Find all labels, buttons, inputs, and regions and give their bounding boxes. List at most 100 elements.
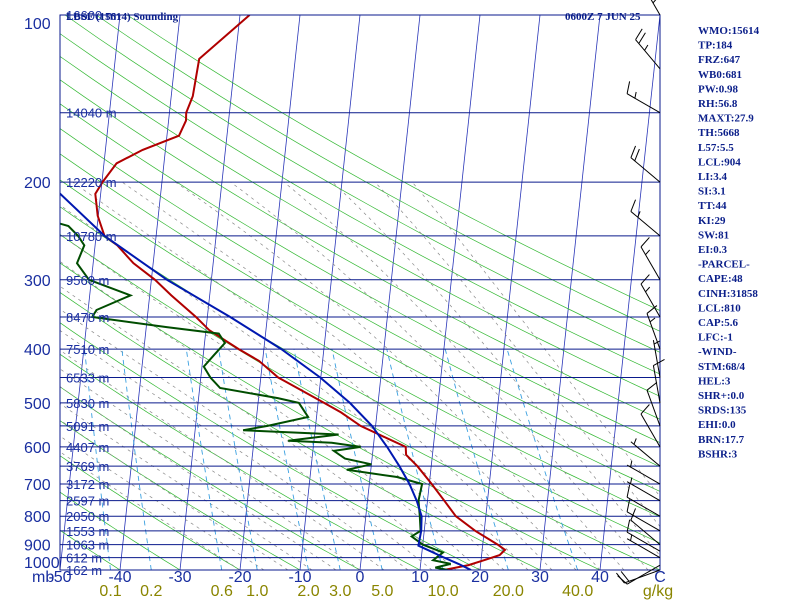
moist-adiabat-line — [411, 181, 660, 497]
mixing-ratio-tick-label: 40.0 — [562, 583, 593, 600]
stability-indices-panel: WMO:15614 TP:184 FRZ:647 WB0:681 PW:0.98 RH:5… — [698, 25, 760, 460]
mixing-ratio-tick-label: 0.1 — [99, 583, 121, 600]
wind-barb-staff — [646, 390, 661, 427]
height-label: 14040 m — [66, 106, 117, 121]
wind-barb-feather — [640, 274, 650, 285]
wind-barb — [630, 199, 661, 237]
wind-barb-half-feather — [630, 534, 633, 541]
mixing-ratio-tick-label: 0.2 — [140, 583, 162, 600]
mixing-ratio-line — [121, 349, 152, 570]
temperature-tick-label: 30 — [531, 569, 549, 586]
wind-barb-half-feather — [649, 317, 656, 323]
wind-barb-staff — [640, 413, 661, 448]
wind-barb — [626, 484, 661, 517]
wind-barb-feather — [626, 519, 631, 533]
wind-barb-feather — [626, 484, 631, 498]
index-line: LCL:810 — [698, 302, 741, 314]
plot-frame — [59, 14, 661, 571]
moist-adiabat-line — [121, 181, 577, 570]
height-label: 612 m — [66, 551, 102, 566]
pressure-tick-label: 100 — [24, 16, 51, 33]
height-label: 9560 m — [66, 273, 109, 288]
index-line: HEL:3 — [698, 375, 731, 387]
temperature-tick-label: -50 — [48, 569, 71, 586]
wind-barb — [630, 508, 661, 545]
index-line: EI:0.3 — [698, 244, 728, 256]
height-label: 3769 m — [66, 459, 109, 474]
wind-barb-feather — [630, 508, 637, 521]
index-line: -PARCEL- — [698, 259, 750, 271]
height-label: 2597 m — [66, 494, 109, 509]
pressure-tick-label: 200 — [24, 175, 51, 192]
temperature-tick-label: -10 — [288, 569, 311, 586]
wind-barb-feather — [617, 575, 628, 585]
wind-barb — [652, 359, 665, 404]
mixing-ratio-tick-label: 1.0 — [246, 583, 268, 600]
wind-barb-half-feather — [645, 286, 651, 293]
wind-barb-feather — [646, 305, 658, 314]
pressure-tick-label: 700 — [24, 477, 51, 494]
moist-adiabat-line — [332, 181, 660, 557]
index-line: EHI:0.0 — [698, 419, 736, 431]
index-line: RH:56.8 — [698, 98, 738, 110]
isotherm-line — [539, 15, 601, 570]
height-label: 5830 m — [66, 396, 109, 411]
moist-adiabat-line — [175, 181, 601, 570]
wind-barb-staff — [626, 538, 661, 559]
height-label: 8478 m — [66, 310, 109, 325]
chart-title: LBSF (15614) Sounding — [66, 11, 179, 23]
wind-barb-feather — [640, 237, 650, 248]
isotherm-line — [599, 15, 660, 570]
wind-barb-staff — [626, 464, 661, 485]
height-label: 1063 m — [66, 538, 109, 553]
wind-barb-half-feather — [645, 249, 651, 256]
index-line: CAPE:48 — [698, 273, 743, 285]
wind-barb-staff — [626, 531, 661, 552]
mixing-ratio-tick-label: 3.0 — [329, 583, 351, 600]
wind-barb-staff — [626, 511, 661, 532]
wind-barb-staff — [646, 313, 661, 350]
pressure-tick-label: 500 — [24, 396, 51, 413]
wind-barb-staff — [626, 564, 661, 585]
mixing-ratio-tick-label: 20.0 — [493, 583, 524, 600]
pressure-tick-label: 300 — [24, 273, 51, 290]
height-label: 10780 m — [66, 229, 117, 244]
wind-barb-feather — [626, 499, 631, 512]
pressure-unit-label: mb — [32, 569, 54, 586]
wind-barb-staff — [630, 211, 661, 237]
pressure-tick-label: 1000 — [24, 555, 60, 572]
index-line: WB0:681 — [698, 69, 742, 81]
wind-barb-feather — [630, 199, 637, 212]
temperature-tick-label: 40 — [591, 569, 609, 586]
temperature-tick-label: C — [654, 569, 666, 586]
wind-barb-staff — [630, 441, 661, 467]
wind-barb — [626, 499, 661, 532]
index-line: CAP:5.6 — [698, 317, 739, 329]
wind-barb-feather — [626, 81, 631, 94]
temperature-tick-label: -20 — [228, 569, 251, 586]
wind-barb-staff — [652, 365, 661, 404]
wind-barb-staff — [640, 246, 661, 281]
index-line: FRZ:647 — [698, 54, 741, 66]
index-line: LFC:-1 — [698, 332, 733, 344]
wind-barb — [646, 305, 661, 350]
wind-barb-feather — [630, 145, 637, 158]
isotherm-line — [60, 15, 121, 570]
wind-barb-staff — [624, 569, 661, 584]
wind-barb-half-feather — [637, 211, 641, 218]
wind-barb-staff — [630, 157, 661, 183]
isotherm-line — [179, 15, 241, 570]
index-line: SI:3.1 — [698, 186, 726, 198]
mixing-ratio-tick-label: 2.0 — [297, 583, 319, 600]
index-line: WMO:15614 — [698, 25, 760, 37]
wind-barb — [635, 28, 661, 70]
parcel-path — [60, 192, 472, 570]
moist-adiabat-line — [230, 181, 625, 570]
wind-barb — [626, 81, 661, 114]
wind-barb-feather — [638, 32, 646, 44]
wind-barb — [626, 477, 661, 502]
height-label: 1553 m — [66, 524, 109, 539]
index-line: SW:81 — [698, 229, 729, 241]
height-label: 12220 m — [66, 175, 117, 190]
